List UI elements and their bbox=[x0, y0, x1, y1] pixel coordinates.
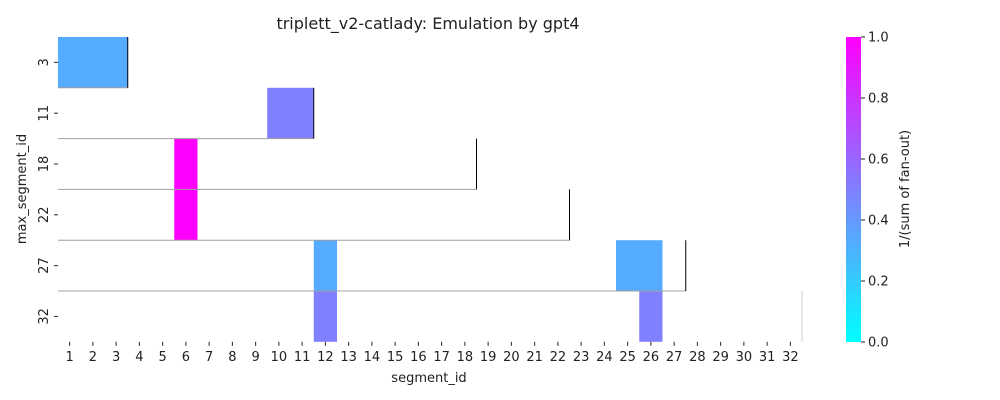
heatmap-cell bbox=[313, 240, 337, 291]
x-tick-label: 11 bbox=[294, 350, 311, 365]
x-tick-label: 9 bbox=[251, 350, 259, 365]
chart-title: triplett_v2-catlady: Emulation by gpt4 bbox=[276, 14, 579, 34]
x-tick-label: 29 bbox=[712, 350, 729, 365]
x-tick-label: 30 bbox=[736, 350, 753, 365]
y-tick-label: 3 bbox=[37, 58, 52, 66]
x-tick-label: 27 bbox=[666, 350, 683, 365]
x-tick-label: 32 bbox=[782, 350, 799, 365]
heatmap-cell bbox=[174, 189, 198, 241]
plot-area bbox=[58, 37, 803, 342]
colorbar-gradient bbox=[846, 37, 861, 342]
x-tick-label: 14 bbox=[364, 350, 381, 365]
x-axis: 1 2 3 4 5 6 7 8 9 10 11 12 13 14 15 16 17 18 19 20 21 22 23 24 2… bbox=[65, 341, 799, 365]
x-tick-label: 26 bbox=[643, 350, 660, 365]
x-tick-label: 18 bbox=[457, 350, 474, 365]
x-tick-label: 17 bbox=[433, 350, 450, 365]
x-tick-label: 22 bbox=[550, 350, 567, 365]
x-tick-label: 7 bbox=[205, 350, 213, 365]
x-tick-label: 5 bbox=[158, 350, 166, 365]
x-tick-label: 31 bbox=[759, 350, 776, 365]
y-tick-label: 32 bbox=[37, 308, 52, 325]
colorbar-label: 1/(sum of fan-out) bbox=[898, 130, 913, 248]
colorbar: 0.0 0.2 0.4 0.6 0.8 1.0 bbox=[846, 31, 889, 351]
colorbar-tick-label: 0.8 bbox=[868, 92, 889, 107]
x-tick-label: 21 bbox=[526, 350, 543, 365]
y-axis: 3 11 18 22 27 32 bbox=[37, 58, 58, 325]
x-tick-label: 13 bbox=[340, 350, 357, 365]
x-tick-label: 1 bbox=[65, 350, 73, 365]
x-tick-label: 15 bbox=[387, 350, 404, 365]
x-tick-label: 12 bbox=[317, 350, 334, 365]
y-tick-label: 18 bbox=[37, 156, 52, 173]
x-tick-label: 25 bbox=[619, 350, 636, 365]
x-tick-label: 3 bbox=[112, 350, 120, 365]
x-tick-label: 23 bbox=[573, 350, 590, 365]
colorbar-tick-label: 0.4 bbox=[868, 214, 889, 229]
x-tick-label: 4 bbox=[135, 350, 143, 365]
x-tick-label: 20 bbox=[503, 350, 520, 365]
y-tick-label: 22 bbox=[37, 207, 52, 224]
x-tick-label: 8 bbox=[228, 350, 236, 365]
colorbar-tick-label: 0.2 bbox=[868, 275, 889, 290]
colorbar-tick-label: 1.0 bbox=[868, 31, 889, 46]
x-axis-label: segment_id bbox=[391, 371, 466, 386]
colorbar-tick-label: 0.6 bbox=[868, 153, 889, 168]
x-tick-label: 19 bbox=[480, 350, 497, 365]
y-axis-label: max_segment_id bbox=[15, 134, 30, 244]
x-tick-label: 24 bbox=[596, 350, 613, 365]
colorbar-tick-label: 0.0 bbox=[868, 336, 889, 351]
x-tick-label: 6 bbox=[182, 350, 190, 365]
x-tick-label: 2 bbox=[89, 350, 97, 365]
heatmap-cell bbox=[313, 291, 337, 342]
x-tick-label: 28 bbox=[689, 350, 706, 365]
x-tick-label: 16 bbox=[410, 350, 427, 365]
y-tick-label: 11 bbox=[37, 105, 52, 122]
heatmap-cell bbox=[58, 37, 128, 88]
heatmap-cell bbox=[616, 240, 663, 291]
x-tick-label: 10 bbox=[271, 350, 288, 365]
heatmap-cell bbox=[174, 138, 198, 190]
y-tick-label: 27 bbox=[37, 257, 52, 274]
heatmap-cell bbox=[267, 87, 314, 139]
heatmap-cell bbox=[639, 291, 663, 342]
